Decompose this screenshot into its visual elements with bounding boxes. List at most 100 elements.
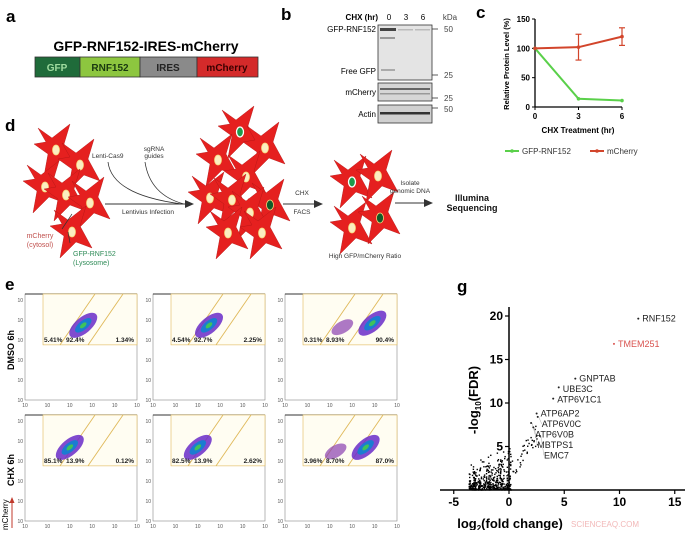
data-point (481, 489, 483, 491)
data-point (492, 486, 495, 488)
x-tick-label: 10 (45, 524, 51, 530)
data-point (486, 465, 488, 468)
data-point (528, 442, 530, 445)
data-point (500, 470, 502, 472)
data-point (508, 472, 510, 474)
x-tick-label: 10 (217, 524, 223, 530)
data-point (506, 478, 508, 480)
data-point (478, 488, 481, 490)
data-point (508, 481, 511, 484)
band-mcherry (380, 88, 430, 90)
data-point (507, 489, 510, 491)
x-tick-label: 10 (349, 524, 355, 530)
data-point (500, 484, 503, 486)
data-point (483, 483, 485, 485)
y-tick-label: 10 (145, 459, 151, 465)
data-point (485, 483, 487, 485)
data-point (530, 436, 532, 439)
screen-schematic: Lenti-Cas9 sgRNA guides Lentivius Infect… (27, 146, 498, 267)
data-point (504, 485, 507, 488)
gene-leader-line (534, 427, 538, 445)
data-point (473, 471, 475, 474)
data-point (496, 469, 498, 472)
data-point (492, 477, 495, 479)
nucleus-lysosome (68, 226, 76, 238)
cytosol-label: (cytosol) (27, 242, 53, 249)
data-point (534, 445, 537, 448)
row-label-mcherry: mCherry (345, 88, 376, 97)
band-gfp-rnf152-0h (380, 28, 396, 31)
data-point (522, 450, 524, 452)
y-tick-label: 10 (277, 318, 283, 324)
data-point (479, 483, 482, 485)
data-point (474, 488, 476, 491)
gate-percentage: 2.25% (244, 337, 263, 344)
data-point (489, 474, 491, 477)
data-point (509, 475, 512, 477)
y-tick-label: 10 (17, 318, 23, 324)
data-point (493, 488, 495, 490)
data-point (476, 484, 478, 486)
data-point (523, 444, 526, 447)
data-point (504, 455, 506, 458)
data-point (501, 460, 504, 462)
data-point (526, 451, 528, 453)
data-point (480, 484, 482, 487)
band-free-gfp (381, 69, 395, 71)
x-tick-label: 10 (240, 403, 246, 409)
data-point (487, 471, 490, 474)
gate-percentage: 0.12% (116, 458, 135, 465)
x-tick-label: 10 (112, 403, 118, 409)
gate-percentage: 5.41% (44, 337, 63, 344)
construct-title: GFP-RNF152-IRES-mCherry (53, 38, 238, 54)
y-tick-label: 10 (145, 378, 151, 384)
blot-main (377, 24, 433, 81)
data-point (473, 479, 475, 482)
sgrna-label: sgRNA (144, 146, 165, 153)
x-tick-label: 10 (305, 403, 311, 409)
y-tick-label: 100 (517, 44, 531, 53)
data-point (497, 470, 499, 472)
watermark: SCIENCEAQ.COM (571, 520, 639, 529)
data-point (483, 461, 485, 463)
data-point (471, 474, 474, 477)
data-point (491, 474, 493, 476)
gate-line (87, 293, 124, 346)
y-tick-label: 10 (145, 318, 151, 324)
data-point (490, 486, 492, 488)
data-point (497, 460, 499, 462)
y-tick-label: 10 (277, 519, 283, 525)
data-point (499, 474, 501, 477)
gfp-lysosome (266, 199, 274, 211)
y-tick-label: 10 (17, 439, 23, 445)
data-point (500, 463, 502, 466)
data-point (492, 477, 495, 480)
data-point (492, 485, 494, 488)
lane-6: 6 (421, 13, 426, 22)
gate-percentage: 1.34% (116, 337, 135, 344)
data-point (495, 485, 497, 488)
gfp-pointer (67, 231, 71, 244)
gate-percentage: 8.70% (326, 458, 345, 465)
data-point (510, 489, 512, 491)
data-point (493, 486, 496, 489)
y-tick-label: 10 (277, 419, 283, 425)
x-tick-label: 10 (89, 403, 95, 409)
data-point (509, 484, 511, 487)
y-tick-label: 10 (17, 378, 23, 384)
data-point (503, 474, 505, 477)
gfp-lysosome (235, 126, 245, 138)
western-blot: CHX (hr) 0 3 6 kDa GFP-RNF152 Free GFP m… (327, 13, 458, 124)
x-axis-label-part: log (457, 516, 477, 530)
data-point (499, 467, 501, 470)
data-point (509, 461, 512, 464)
data-point (483, 476, 486, 478)
y-tick-label: 10 (17, 298, 23, 304)
segment-label-gfp: GFP (47, 63, 68, 74)
data-point (508, 475, 510, 477)
data-point (472, 485, 474, 488)
lane-0: 0 (387, 13, 392, 22)
gene-label-ATP6V1C1: ATP6V1C1 (557, 395, 601, 405)
data-point (489, 479, 491, 482)
